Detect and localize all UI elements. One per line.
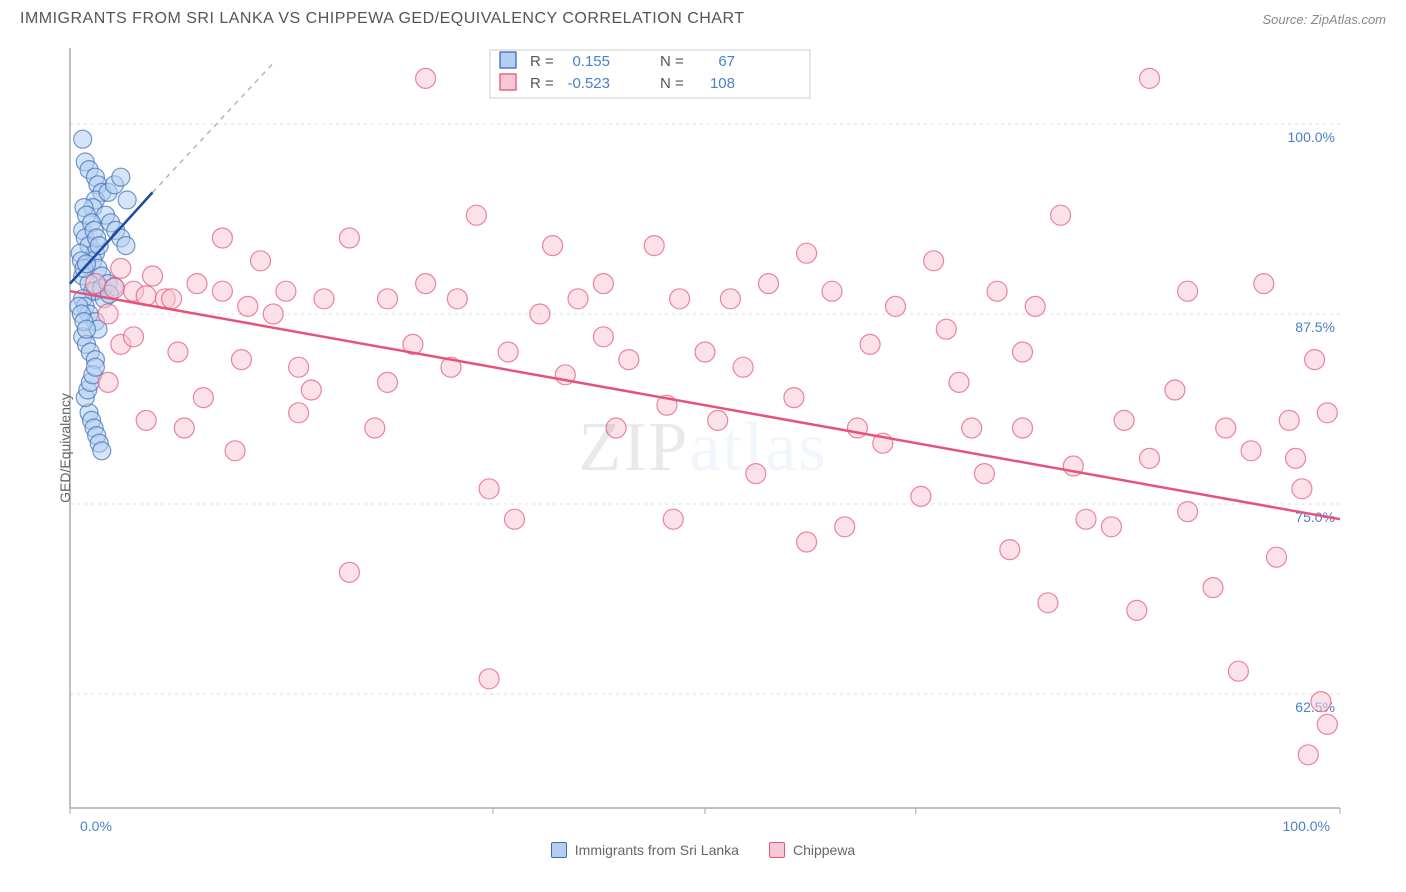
legend-label: Chippewa <box>793 842 855 858</box>
chart-container: GED/Equivalency 62.5%75.0%87.5%100.0%R =… <box>20 38 1386 858</box>
legend-swatch <box>551 842 567 858</box>
source-label: Source: ZipAtlas.com <box>1262 12 1386 27</box>
svg-text:N =: N = <box>660 75 684 92</box>
svg-text:87.5%: 87.5% <box>1295 319 1335 335</box>
svg-text:N =: N = <box>660 53 684 70</box>
svg-text:R =: R = <box>530 53 554 70</box>
legend-item: Immigrants from Sri Lanka <box>551 842 739 858</box>
x-axis-labels: 0.0% 100.0% <box>70 818 1340 834</box>
svg-text:100.0%: 100.0% <box>1288 129 1335 145</box>
chart-title: IMMIGRANTS FROM SRI LANKA VS CHIPPEWA GE… <box>20 10 745 28</box>
bottom-legend: Immigrants from Sri Lanka Chippewa <box>20 842 1386 858</box>
legend-item: Chippewa <box>769 842 855 858</box>
x-tick-label: 0.0% <box>80 818 112 834</box>
legend-label: Immigrants from Sri Lanka <box>575 842 739 858</box>
y-axis-label: GED/Equivalency <box>57 393 73 503</box>
svg-text:-0.523: -0.523 <box>567 75 610 92</box>
x-tick-label: 100.0% <box>1283 818 1330 834</box>
svg-text:0.155: 0.155 <box>572 53 610 70</box>
svg-text:67: 67 <box>718 53 735 70</box>
svg-text:108: 108 <box>710 75 735 92</box>
scatter-chart: 62.5%75.0%87.5%100.0%R =0.155N =67R =-0.… <box>20 38 1350 818</box>
legend-swatch <box>769 842 785 858</box>
svg-text:R =: R = <box>530 75 554 92</box>
